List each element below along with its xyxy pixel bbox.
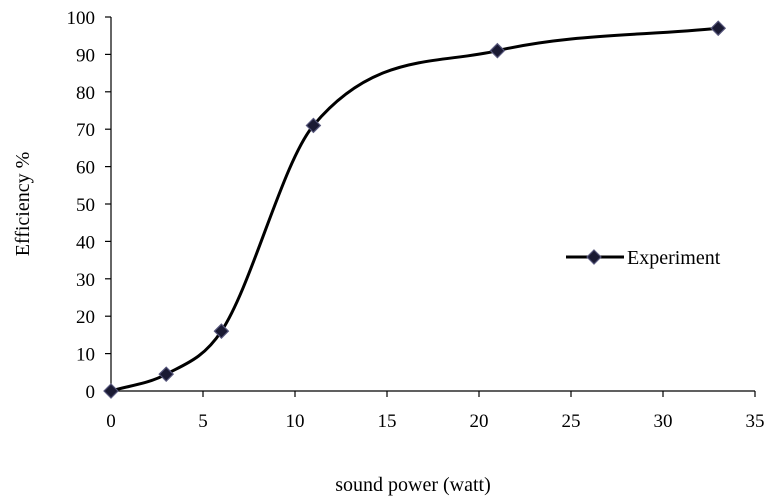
x-tick-label: 30 <box>654 411 673 432</box>
y-tick-label: 20 <box>76 307 95 328</box>
y-tick-label: 100 <box>67 8 96 29</box>
x-tick-label: 15 <box>378 411 397 432</box>
data-point <box>710 20 727 37</box>
x-tick-label: 20 <box>470 411 489 432</box>
y-tick-label: 30 <box>76 270 95 291</box>
x-tick-label: 25 <box>562 411 581 432</box>
y-tick-label: 10 <box>76 345 95 366</box>
legend: Experiment <box>566 247 721 269</box>
data-point <box>213 323 230 340</box>
x-tick-label: 10 <box>286 411 305 432</box>
y-axis-ticks: 0 10 20 30 40 50 60 70 80 90 100 <box>67 8 111 403</box>
axes <box>110 17 755 392</box>
x-tick-label: 0 <box>106 411 116 432</box>
data-point <box>305 117 322 134</box>
y-tick-label: 70 <box>76 120 95 141</box>
data-point <box>489 42 506 59</box>
series-line-experiment <box>109 26 720 393</box>
y-tick-label: 80 <box>76 83 95 104</box>
x-tick-label: 35 <box>746 411 765 432</box>
y-tick-label: 50 <box>76 195 95 216</box>
y-tick-label: 40 <box>76 232 95 253</box>
data-point <box>158 366 175 383</box>
legend-diamond-marker <box>586 249 602 265</box>
y-axis-title: Efficiency % <box>12 152 34 257</box>
x-tick-label: 5 <box>198 411 208 432</box>
data-point <box>103 383 119 399</box>
legend-label-experiment: Experiment <box>627 247 721 269</box>
series-layer <box>103 20 727 399</box>
y-tick-label: 0 <box>86 382 96 403</box>
y-tick-label: 90 <box>76 45 95 66</box>
x-axis-title: sound power (watt) <box>335 474 491 496</box>
x-axis-ticks: 0 5 10 15 20 25 30 35 <box>106 391 765 432</box>
y-tick-label: 60 <box>76 158 95 179</box>
